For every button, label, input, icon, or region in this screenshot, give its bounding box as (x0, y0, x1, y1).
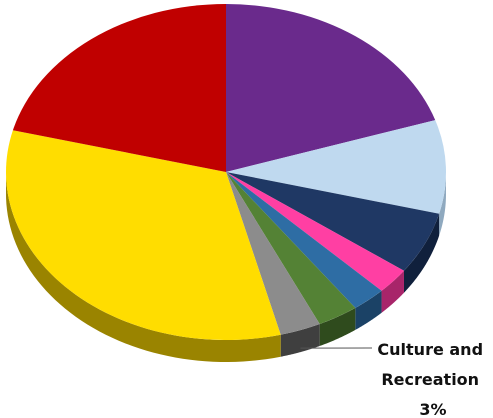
pie-side-pink (381, 270, 404, 313)
pie-side-green (319, 307, 356, 347)
slice-label-line-3: 3% (419, 400, 446, 418)
pie-side-blue (355, 290, 382, 330)
pie-slice-purple (226, 4, 436, 172)
pie-slice-navy (226, 172, 440, 271)
pie-side-navy (403, 213, 440, 293)
pie-slice-yellow (5, 130, 281, 340)
pie-slice-lightblue (226, 120, 446, 214)
pie-slice-pink (226, 172, 404, 291)
slice-label-culture: Culture and Recreation 3% (377, 340, 488, 418)
slice-label-line-1: Culture and (377, 340, 483, 359)
pie-slice-red (12, 4, 226, 172)
pie-slices (5, 4, 446, 340)
pie-slice-blue (226, 172, 382, 308)
pie-slice-culture (226, 172, 320, 335)
pie-side-lightblue (439, 169, 446, 236)
slice-label-line-2: Recreation (381, 370, 479, 389)
pie-side-yellow (6, 170, 281, 362)
pie-slice-green (226, 172, 356, 325)
